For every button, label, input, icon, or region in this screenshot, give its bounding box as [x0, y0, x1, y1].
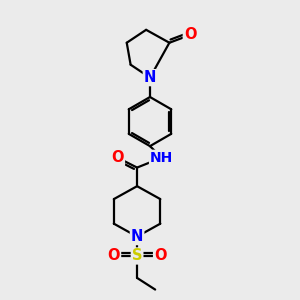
- Text: N: N: [144, 70, 156, 85]
- Text: NH: NH: [150, 151, 173, 165]
- Text: S: S: [132, 248, 142, 263]
- Text: O: O: [184, 28, 196, 43]
- Text: O: O: [154, 248, 167, 263]
- Text: O: O: [108, 248, 120, 263]
- Text: O: O: [111, 150, 124, 165]
- Text: N: N: [131, 229, 143, 244]
